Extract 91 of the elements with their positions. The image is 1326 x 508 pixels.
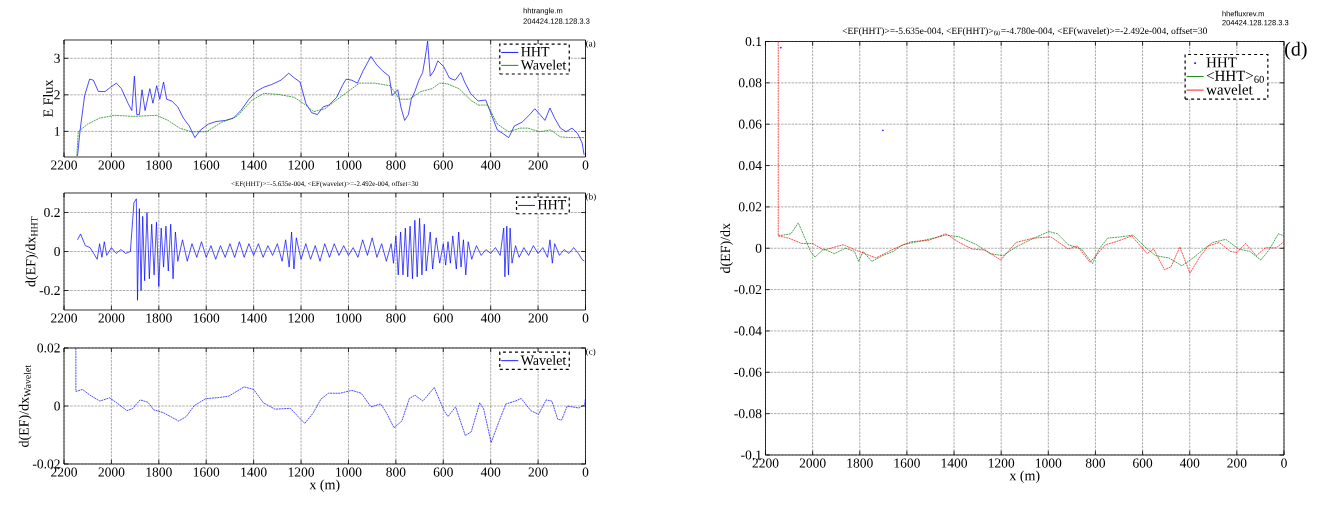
- x-tick-label: 0: [582, 313, 589, 323]
- legend-label: HHT: [1206, 57, 1237, 68]
- x-tick-label: 1200: [288, 160, 315, 170]
- y-tick-label: 2: [54, 90, 60, 100]
- x-tick-label: 1400: [241, 313, 267, 323]
- x-tick-label: 2200: [752, 458, 779, 468]
- x-tick-label: 400: [480, 467, 501, 477]
- legend-label: HHT: [521, 47, 550, 57]
- x-axis-title: x (m): [309, 479, 340, 493]
- y-tick-label: 0.06: [738, 119, 762, 129]
- y-tick-label: 0.08: [738, 78, 762, 88]
- x-tick-label: 2000: [98, 467, 125, 477]
- x-tick-label: 600: [433, 313, 453, 323]
- x-tick-label: 800: [386, 160, 406, 170]
- x-tick-label: 600: [433, 160, 453, 170]
- x-tick-label: 1000: [1036, 458, 1062, 468]
- x-tick-label: 1400: [241, 467, 267, 477]
- x-tick-label: 1600: [193, 313, 220, 323]
- x-tick-label: 1000: [336, 467, 362, 477]
- y-tick-label: -0.2: [39, 285, 60, 296]
- y-tick-label: 1: [54, 126, 60, 136]
- line-series: [77, 198, 585, 301]
- y-tick-label: -0.08: [734, 409, 762, 419]
- x-tick-label: 2000: [98, 313, 125, 323]
- y-tick-label: 0.2: [44, 207, 60, 218]
- y-tick-label: 0: [755, 243, 762, 253]
- line-series: [777, 41, 1285, 274]
- text: (d): [1285, 41, 1307, 60]
- x-tick-label: 1800: [847, 458, 873, 468]
- x-tick-label: 2000: [799, 458, 826, 468]
- x-tick-label: 200: [528, 160, 548, 170]
- x-tick-label: 200: [528, 313, 548, 323]
- text: HHT: [537, 200, 567, 210]
- y-tick-label: 0.02: [738, 202, 762, 212]
- y-tick-label: 3: [54, 53, 60, 63]
- chart-title: <EF(HHT)>=-5.635e-004, <EF(HHT)>$_{60}$=-4.780e-004, <EF(wavelet)>=-2.492e-004, offset=30: [842, 27, 1208, 36]
- x-tick-label: 800: [386, 313, 406, 323]
- x-tick-label: 1200: [988, 458, 1015, 468]
- x-tick-label: 1200: [288, 467, 315, 477]
- y-tick-label: -0.1: [741, 450, 762, 460]
- y-tick-label: -0.02: [734, 285, 762, 295]
- text: (a): [586, 40, 596, 49]
- y-axis-title: d(EF)/dx$_{HHT}$: [25, 216, 39, 287]
- x-tick-label: 0: [582, 467, 589, 477]
- x-tick-label: 400: [1179, 458, 1200, 468]
- x-tick-label: 1200: [288, 313, 315, 323]
- x-tick-label: 1000: [336, 160, 362, 170]
- text: (c): [586, 348, 596, 357]
- x-tick-label: 1600: [193, 160, 220, 170]
- x-tick-label: 400: [480, 160, 501, 170]
- y-tick-label: 0: [54, 246, 60, 257]
- x-tick-label: 2000: [98, 160, 125, 170]
- x-tick-label: 800: [386, 467, 406, 477]
- y-tick-label: 0.02: [37, 343, 60, 353]
- x-tick-label: 1000: [336, 313, 362, 323]
- x-tick-label: 1400: [941, 458, 968, 468]
- line-series: [76, 82, 585, 157]
- x-tick-label: 200: [1227, 458, 1247, 468]
- x-tick-label: 600: [1133, 458, 1153, 468]
- x-tick-label: 0: [582, 160, 589, 170]
- x-tick-label: 1600: [193, 467, 220, 477]
- y-tick-label: -0.02: [32, 459, 60, 469]
- y-tick-label: 0: [54, 401, 60, 411]
- x-tick-label: 800: [1085, 458, 1106, 468]
- line-series: [77, 40, 585, 157]
- legend-label: Wavelet: [520, 59, 567, 70]
- x-axis-title: x (m): [1009, 470, 1040, 484]
- y-tick-label: 0.1: [745, 36, 762, 47]
- y-tick-label: 0.04: [738, 160, 762, 171]
- x-tick-label: 1600: [894, 458, 920, 468]
- y-tick-label: -0.04: [734, 326, 762, 336]
- x-tick-label: 2200: [51, 160, 77, 170]
- x-tick-label: 200: [528, 467, 548, 477]
- x-tick-label: 2200: [51, 467, 77, 477]
- x-tick-label: 600: [433, 467, 453, 477]
- x-tick-label: 2200: [51, 313, 77, 323]
- line-series: [75, 347, 586, 443]
- x-tick-label: 1800: [146, 313, 172, 323]
- y-tick-label: -0.06: [734, 367, 762, 377]
- y-axis-title: d(EF)/dx$_{Wavelet}$: [18, 365, 32, 447]
- y-axis-title: d(EF)/dx: [720, 223, 733, 274]
- x-tick-label: 1800: [146, 160, 172, 170]
- x-tick-label: 400: [480, 313, 501, 323]
- x-tick-label: 0: [1281, 458, 1287, 468]
- x-tick-label: 1800: [146, 467, 172, 477]
- text: (b): [586, 193, 596, 202]
- legend-label: wavelet: [1206, 84, 1253, 95]
- y-axis-title: E Flux: [43, 79, 53, 117]
- x-tick-label: 1400: [241, 160, 267, 170]
- legend-label: <HHT>$_{60}$: [1206, 70, 1264, 83]
- legend-label: Wavelet: [520, 355, 567, 366]
